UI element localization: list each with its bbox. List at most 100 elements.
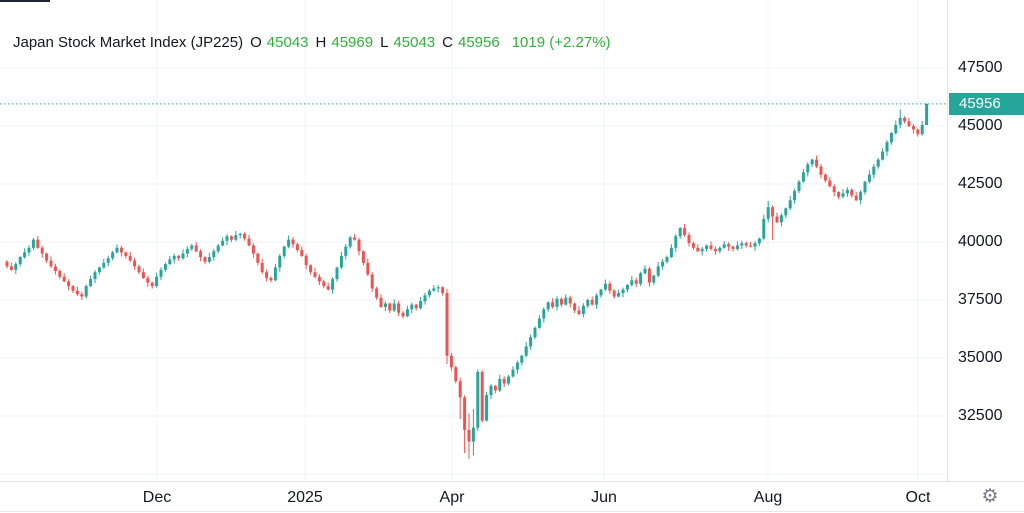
candle-body (841, 193, 845, 197)
symbol-title: Japan Stock Market Index (JP225) (13, 34, 244, 51)
candle-body (45, 253, 49, 261)
candle-body (62, 276, 66, 282)
candle-body (634, 280, 638, 284)
candle-body (749, 245, 753, 247)
candle-body (115, 247, 119, 253)
candle-body (102, 262, 106, 268)
candle-body (366, 262, 370, 275)
time-axis-label: Apr (439, 489, 465, 506)
candle-body (810, 159, 814, 165)
candle-body (84, 286, 88, 297)
price-axis-label: 32500 (958, 407, 1003, 424)
candle-body (322, 281, 326, 287)
candle-body (18, 257, 22, 265)
candle-body (700, 248, 704, 252)
candle-body (625, 284, 629, 290)
candle-body (806, 164, 810, 173)
candle-body (392, 303, 396, 311)
candle-body (903, 117, 907, 122)
candle-body (141, 272, 145, 278)
candle-body (801, 172, 805, 182)
candle-body (159, 269, 163, 277)
time-axis[interactable]: Dec 2025 Apr Jun Aug Oct (0, 481, 1024, 513)
candle-body (837, 192, 841, 197)
candle-body (520, 355, 524, 363)
candle-body (894, 124, 898, 133)
candle-body (287, 239, 291, 247)
candle-body (691, 243, 695, 248)
candle-body (502, 378, 506, 384)
candle-body (507, 376, 511, 384)
candle-body (234, 235, 238, 240)
candle-body (432, 288, 436, 291)
price-axis-label: 47500 (958, 59, 1003, 76)
candle-body (225, 236, 229, 241)
candle-body (471, 427, 475, 442)
candle-body (515, 362, 519, 370)
candle-body (498, 378, 502, 391)
candle-body (427, 290, 431, 296)
candles (5, 103, 929, 459)
low-value: 45043 (393, 34, 436, 51)
candle-body (436, 287, 440, 289)
time-axis-label: Aug (753, 489, 783, 506)
candle-body (595, 295, 599, 305)
candle-body (463, 397, 467, 430)
time-axis-label: Jun (591, 489, 617, 506)
candle-body (533, 327, 537, 338)
last-price-badge: 45956 (949, 92, 1024, 115)
candle-body (75, 290, 79, 295)
candle-body (317, 276, 321, 282)
candle-body (49, 260, 53, 267)
chart-plot-area[interactable] (0, 0, 947, 481)
candle-body (361, 251, 365, 263)
candle-body (687, 235, 691, 244)
candle-body (331, 279, 335, 290)
price-axis-label: 42500 (958, 175, 1003, 192)
candle-body (832, 186, 836, 193)
candle-body (353, 237, 357, 240)
candle-body (559, 298, 563, 305)
candle-body (709, 245, 713, 249)
candle-body (546, 302, 550, 310)
candle-body (876, 159, 880, 167)
candle-body (854, 195, 858, 201)
candle-body (278, 255, 282, 268)
candle-body (199, 251, 203, 258)
candle-body (458, 381, 462, 398)
candle-body (247, 238, 251, 246)
candle-body (5, 261, 9, 267)
candle-body (665, 257, 669, 262)
candle-body (467, 429, 471, 442)
settings-gear-icon[interactable]: ⚙ (981, 486, 999, 507)
candle-body (643, 268, 647, 274)
candle-body (599, 289, 603, 296)
candle-body (273, 267, 277, 281)
time-axis-label: Dec (142, 489, 172, 506)
candle-body (815, 159, 819, 167)
candle-body (168, 259, 172, 265)
candle-body (172, 255, 176, 260)
candle-body (265, 272, 269, 278)
candle-body (370, 274, 374, 289)
candle-body (898, 117, 902, 125)
high-label: H (315, 34, 327, 51)
candle-body (608, 283, 612, 291)
candle-body (14, 264, 18, 270)
candle-body (251, 245, 255, 254)
price-axis[interactable]: 47500 45000 42500 40000 37500 35000 32500 (947, 0, 1024, 481)
candle-body (911, 126, 915, 130)
candle-body (53, 266, 57, 271)
candle-body (863, 181, 867, 193)
candle-body (291, 239, 295, 245)
candle-body (185, 248, 189, 254)
candle-body (881, 151, 885, 160)
candle-body (859, 192, 863, 201)
candle-body (256, 253, 260, 263)
candle-body (260, 262, 264, 273)
candlestick-chart[interactable] (0, 0, 947, 481)
candle-body (344, 246, 348, 256)
candle-body (203, 257, 207, 262)
candle-body (441, 287, 445, 294)
